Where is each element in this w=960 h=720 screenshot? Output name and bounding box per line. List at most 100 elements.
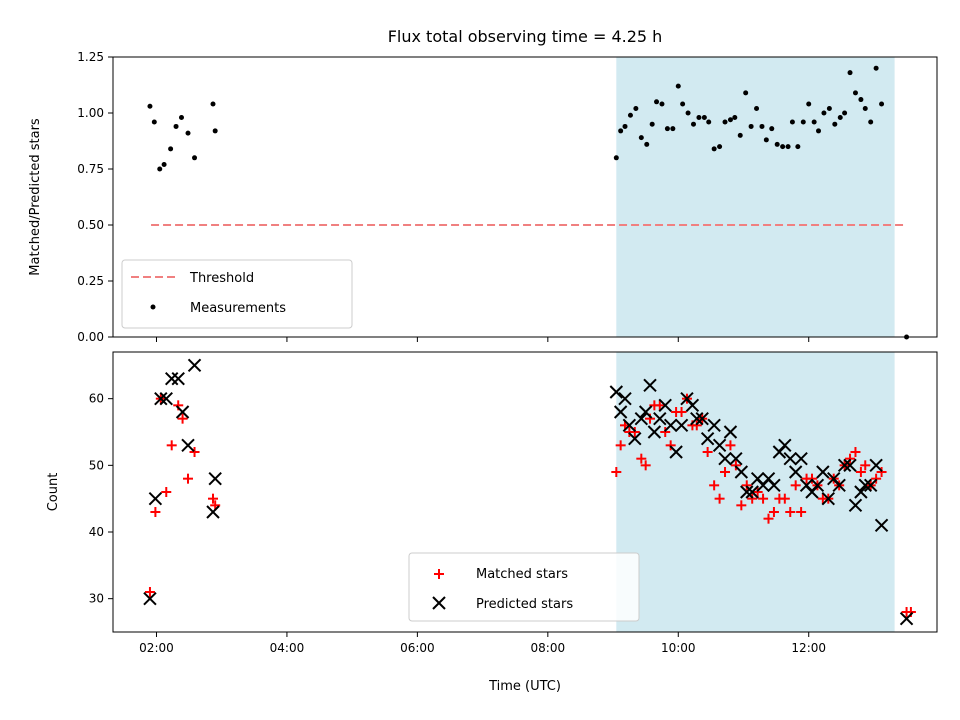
bottom-ytick-label: 60 — [89, 392, 104, 406]
predicted-star-point — [740, 485, 754, 499]
top-panel: 0.00 0.25 0.50 0.75 1.00 1.25 Matched/Predict… — [28, 50, 938, 344]
measurement-point — [161, 162, 167, 168]
measurement-point — [821, 110, 827, 116]
matched-star-point — [161, 487, 172, 497]
predicted-star-point — [874, 518, 889, 533]
predicted-star-point — [148, 491, 163, 506]
measurement-point — [192, 155, 198, 161]
legend-threshold-label: Threshold — [189, 271, 254, 286]
predicted-star-point — [729, 451, 743, 466]
measurement-point — [690, 121, 696, 127]
predicted-star-point — [643, 378, 657, 393]
measurement-point — [675, 83, 681, 89]
predicted-star-point — [783, 451, 797, 466]
bottom-xtick-label: 08:00 — [531, 641, 566, 655]
matched-star-point — [855, 467, 866, 477]
measurement-point — [664, 126, 670, 132]
predicted-star-point — [653, 411, 667, 426]
bottom-points-group — [143, 358, 916, 626]
measurement-point — [685, 110, 691, 116]
matched-star-point — [736, 500, 747, 511]
matched-star-point — [654, 400, 665, 411]
measurement-point — [774, 141, 780, 147]
predicted-star-point — [788, 465, 803, 479]
measurement-point — [701, 114, 707, 120]
matched-star-point — [665, 440, 676, 451]
bottom-ytick-label: 40 — [89, 525, 104, 539]
matched-star-point — [850, 447, 861, 457]
measurement-point — [732, 114, 738, 120]
measurement-point — [706, 119, 712, 125]
predicted-star-point — [843, 458, 857, 473]
matched-star-point — [730, 460, 741, 471]
matched-star-point — [629, 427, 640, 437]
measurement-point — [737, 132, 743, 138]
measurement-point — [837, 114, 843, 120]
bottom-yticks: 30 40 50 60 — [89, 392, 113, 606]
predicted-star-point — [707, 418, 721, 433]
predicted-star-point — [634, 411, 649, 426]
matched-star-point — [763, 513, 774, 524]
measurement-point — [613, 155, 619, 161]
predicted-star-point — [712, 438, 727, 453]
measurement-point — [157, 166, 163, 172]
predicted-star-point — [734, 465, 749, 479]
matched-star-point — [741, 480, 752, 491]
matched-star-point — [183, 473, 194, 484]
top-ytick-label: 1.00 — [77, 106, 104, 120]
bottom-xtick-label: 02:00 — [139, 641, 174, 655]
top-ytick-label: 0.00 — [77, 330, 104, 344]
top-yticks: 0.00 0.25 0.50 0.75 1.00 1.25 — [77, 50, 113, 344]
top-ytick-label: 0.25 — [77, 274, 104, 288]
predicted-star-point — [647, 425, 662, 439]
measurement-point — [763, 137, 769, 143]
measurement-point — [711, 146, 717, 152]
predicted-star-point — [832, 478, 846, 493]
predicted-star-point — [685, 398, 700, 413]
measurement-point — [168, 146, 174, 152]
top-xticks — [155, 337, 810, 342]
legend-measurements-swatch — [150, 304, 156, 310]
matched-star-point — [702, 447, 713, 457]
predicted-star-point — [816, 465, 830, 479]
predicted-star-point — [609, 385, 624, 399]
legend-predicted-swatch — [432, 596, 446, 610]
matched-star-point — [208, 493, 219, 504]
bottom-xticks: 02:00 04:00 06:00 08:00 10:00 12:00 — [139, 632, 826, 655]
matched-star-point — [611, 467, 622, 477]
predicted-star-point — [181, 438, 195, 453]
matched-star-point — [758, 493, 769, 504]
measurement-point — [727, 117, 733, 123]
predicted-star-point — [208, 471, 222, 486]
matched-star-point — [177, 413, 188, 424]
predicted-star-point — [187, 358, 202, 373]
predicted-star-point — [669, 445, 683, 459]
matched-star-point — [790, 480, 801, 491]
measurement-point — [806, 101, 812, 107]
predicted-star-point — [899, 611, 914, 626]
measurement-point — [769, 126, 775, 132]
predicted-star-point — [143, 591, 157, 606]
measurement-point — [622, 123, 628, 129]
predicted-star-point — [821, 491, 835, 506]
measurement-point — [649, 121, 655, 127]
matched-star-point — [860, 460, 871, 471]
predicted-star-point — [154, 391, 168, 406]
measurement-point — [618, 128, 624, 134]
measurement-point — [212, 128, 218, 134]
chart-title: Flux total observing time = 4.25 h — [388, 27, 663, 46]
predicted-star-point — [159, 391, 173, 406]
top-ytick-label: 0.75 — [77, 162, 104, 176]
matched-star-point — [752, 487, 763, 497]
matched-star-point — [806, 473, 817, 484]
predicted-star-point — [869, 458, 883, 473]
matched-star-point — [871, 473, 882, 484]
bottom-legend-box — [408, 552, 640, 622]
measurement-point — [717, 144, 723, 150]
predicted-star-point — [767, 478, 781, 493]
legend-predicted-label: Predicted stars — [476, 597, 573, 612]
predicted-star-point — [674, 418, 689, 433]
measurement-point — [670, 126, 676, 132]
measurement-point — [659, 101, 665, 107]
top-ylabel: Matched/Predicted stars — [28, 118, 43, 276]
